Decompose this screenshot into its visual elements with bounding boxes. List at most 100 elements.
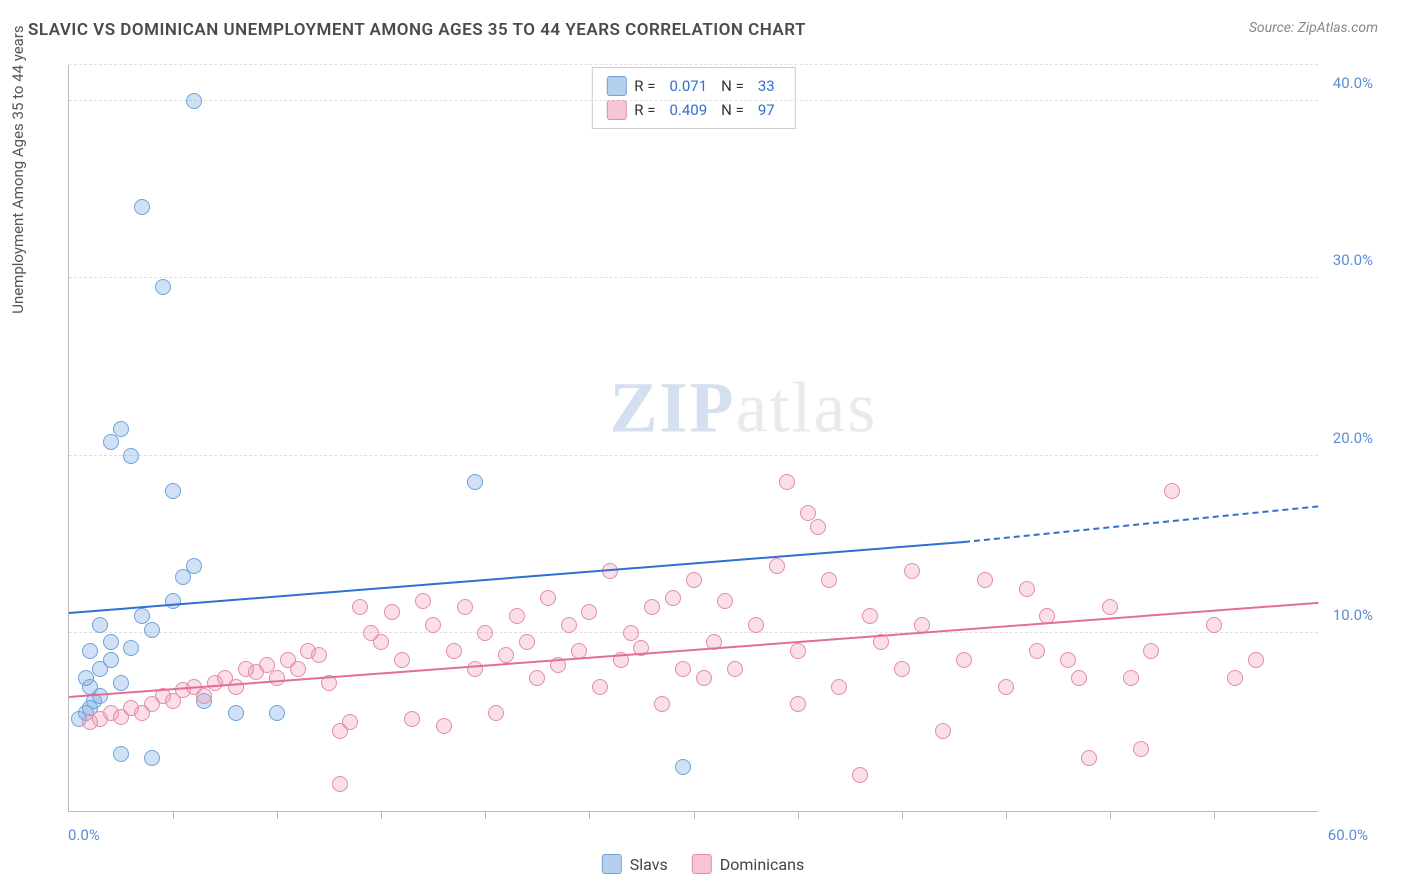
data-point: [311, 647, 327, 663]
data-point: [717, 593, 733, 609]
stats-legend: R = 0.071 N = 33 R = 0.409 N = 97: [591, 67, 795, 129]
data-point: [779, 474, 795, 490]
data-point: [686, 572, 702, 588]
data-point: [103, 652, 119, 668]
x-tick: [1214, 811, 1215, 819]
data-point: [1060, 652, 1076, 668]
data-point: [1143, 643, 1159, 659]
data-point: [1164, 483, 1180, 499]
data-point: [831, 679, 847, 695]
data-point: [165, 483, 181, 499]
data-point: [509, 608, 525, 624]
watermark-light: atlas: [735, 368, 877, 448]
data-point: [186, 93, 202, 109]
data-point: [540, 590, 556, 606]
gridline: [69, 632, 1318, 633]
data-point: [529, 670, 545, 686]
data-point: [810, 519, 826, 535]
data-point: [592, 679, 608, 695]
data-point: [467, 474, 483, 490]
legend-label: Dominicans: [720, 855, 804, 874]
data-point: [457, 599, 473, 615]
x-axis-max: 60.0%: [1328, 826, 1368, 844]
regression-line: [964, 505, 1318, 543]
data-point: [790, 643, 806, 659]
data-point: [696, 670, 712, 686]
n-value-slavs: 33: [758, 74, 775, 98]
x-tick: [485, 811, 486, 819]
data-point: [1102, 599, 1118, 615]
data-point: [134, 608, 150, 624]
x-tick: [589, 811, 590, 819]
data-point: [1227, 670, 1243, 686]
y-tick-label: 20.0%: [1333, 429, 1373, 447]
data-point: [581, 604, 597, 620]
data-point: [186, 558, 202, 574]
data-point: [155, 279, 171, 295]
y-tick-label: 10.0%: [1333, 606, 1373, 624]
x-tick: [1006, 811, 1007, 819]
x-tick: [277, 811, 278, 819]
data-point: [675, 759, 691, 775]
x-tick: [798, 811, 799, 819]
x-tick: [1110, 811, 1111, 819]
gridline: [69, 277, 1318, 278]
source-label: Source: ZipAtlas.com: [1249, 20, 1378, 36]
data-point: [123, 448, 139, 464]
x-tick: [173, 811, 174, 819]
data-point: [415, 593, 431, 609]
data-point: [1123, 670, 1139, 686]
data-point: [373, 634, 389, 650]
data-point: [1029, 643, 1045, 659]
legend-item-slavs: Slavs: [602, 854, 668, 874]
data-point: [1071, 670, 1087, 686]
data-point: [1081, 750, 1097, 766]
watermark-bold: ZIP: [609, 368, 735, 448]
data-point: [436, 718, 452, 734]
data-point: [821, 572, 837, 588]
data-point: [134, 199, 150, 215]
data-point: [498, 647, 514, 663]
data-point: [269, 670, 285, 686]
data-point: [446, 643, 462, 659]
stats-row-slavs: R = 0.071 N = 33: [606, 74, 780, 98]
data-point: [623, 625, 639, 641]
data-point: [352, 599, 368, 615]
chart-container: Unemployment Among Ages 35 to 44 years Z…: [28, 55, 1378, 842]
data-point: [935, 723, 951, 739]
data-point: [654, 696, 670, 712]
data-point: [1248, 652, 1264, 668]
data-point: [144, 750, 160, 766]
data-point: [977, 572, 993, 588]
data-point: [862, 608, 878, 624]
data-point: [748, 617, 764, 633]
data-point: [561, 617, 577, 633]
y-tick-label: 30.0%: [1333, 251, 1373, 269]
data-point: [332, 776, 348, 792]
data-point: [290, 661, 306, 677]
y-tick-label: 40.0%: [1333, 74, 1373, 92]
data-point: [144, 622, 160, 638]
data-point: [769, 558, 785, 574]
r-label: R =: [634, 98, 655, 122]
stats-row-dominicans: R = 0.409 N = 97: [606, 98, 780, 122]
data-point: [394, 652, 410, 668]
r-label: R =: [634, 74, 655, 98]
data-point: [467, 661, 483, 677]
gridline: [69, 455, 1318, 456]
data-point: [113, 746, 129, 762]
data-point: [113, 421, 129, 437]
data-point: [228, 705, 244, 721]
data-point: [123, 640, 139, 656]
gridline: [69, 100, 1318, 101]
swatch-pink-icon: [692, 854, 712, 874]
data-point: [477, 625, 493, 641]
data-point: [790, 696, 806, 712]
data-point: [1019, 581, 1035, 597]
data-point: [852, 767, 868, 783]
data-point: [78, 670, 94, 686]
plot-area: ZIPatlas R = 0.071 N = 33 R = 0.409 N = …: [68, 65, 1318, 812]
data-point: [92, 617, 108, 633]
data-point: [113, 675, 129, 691]
swatch-blue-icon: [606, 76, 626, 96]
